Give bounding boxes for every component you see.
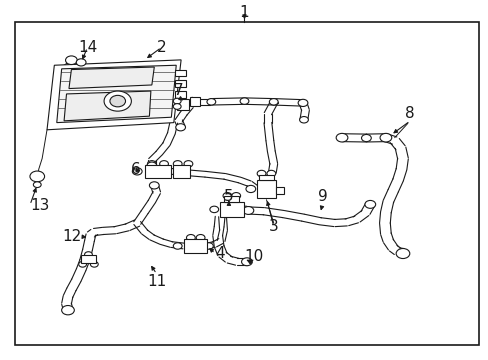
Circle shape xyxy=(173,104,181,109)
Circle shape xyxy=(183,161,192,167)
Circle shape xyxy=(65,56,77,64)
Bar xyxy=(175,91,185,98)
Bar xyxy=(256,180,276,198)
Text: 14: 14 xyxy=(78,40,97,55)
Circle shape xyxy=(61,306,74,315)
Circle shape xyxy=(147,162,157,169)
Text: 7: 7 xyxy=(174,82,183,98)
Circle shape xyxy=(269,99,278,105)
Circle shape xyxy=(209,206,218,213)
Circle shape xyxy=(84,252,92,257)
Circle shape xyxy=(335,134,347,142)
Circle shape xyxy=(364,201,375,208)
Circle shape xyxy=(33,182,41,188)
Circle shape xyxy=(159,161,168,167)
Circle shape xyxy=(79,261,86,267)
Circle shape xyxy=(149,182,159,189)
Bar xyxy=(172,165,189,178)
Text: 11: 11 xyxy=(147,274,166,289)
Circle shape xyxy=(110,95,125,107)
Bar xyxy=(175,80,185,87)
Bar xyxy=(276,187,283,194)
Circle shape xyxy=(361,134,370,141)
Circle shape xyxy=(379,134,391,142)
Polygon shape xyxy=(64,91,151,121)
Circle shape xyxy=(204,243,213,249)
Circle shape xyxy=(104,91,131,111)
Circle shape xyxy=(266,170,275,177)
Bar xyxy=(175,69,185,76)
Circle shape xyxy=(173,243,182,249)
Circle shape xyxy=(223,193,231,199)
Circle shape xyxy=(76,59,86,66)
Text: 2: 2 xyxy=(157,40,166,55)
Circle shape xyxy=(206,99,215,105)
Bar xyxy=(183,239,206,253)
Circle shape xyxy=(299,117,308,123)
Circle shape xyxy=(173,98,181,104)
Text: 3: 3 xyxy=(268,219,278,234)
Circle shape xyxy=(245,185,255,193)
Bar xyxy=(81,255,96,263)
Text: 1: 1 xyxy=(239,5,249,20)
Bar xyxy=(224,197,238,202)
Text: 8: 8 xyxy=(405,106,414,121)
Circle shape xyxy=(132,168,142,175)
Polygon shape xyxy=(69,67,154,89)
Text: 13: 13 xyxy=(30,198,49,213)
Circle shape xyxy=(395,248,409,258)
Bar xyxy=(189,97,199,106)
Bar xyxy=(177,99,189,110)
Circle shape xyxy=(257,170,265,177)
Bar xyxy=(259,175,273,180)
Text: 4: 4 xyxy=(215,246,224,261)
Circle shape xyxy=(240,98,248,104)
Polygon shape xyxy=(57,65,176,123)
Circle shape xyxy=(30,171,44,182)
Text: 6: 6 xyxy=(131,162,141,177)
Circle shape xyxy=(175,124,185,131)
Text: 5: 5 xyxy=(224,189,233,204)
Circle shape xyxy=(241,206,249,213)
Circle shape xyxy=(241,258,252,266)
Polygon shape xyxy=(47,60,181,130)
Circle shape xyxy=(231,193,240,199)
Bar xyxy=(220,202,243,217)
Text: 9: 9 xyxy=(317,189,327,204)
Circle shape xyxy=(243,207,253,215)
Text: 12: 12 xyxy=(62,229,81,244)
Circle shape xyxy=(186,234,195,241)
Circle shape xyxy=(90,261,98,267)
Circle shape xyxy=(147,161,156,167)
Circle shape xyxy=(298,99,307,107)
Bar xyxy=(144,165,171,178)
Circle shape xyxy=(173,161,182,167)
Circle shape xyxy=(196,234,204,241)
Text: 10: 10 xyxy=(244,249,264,264)
